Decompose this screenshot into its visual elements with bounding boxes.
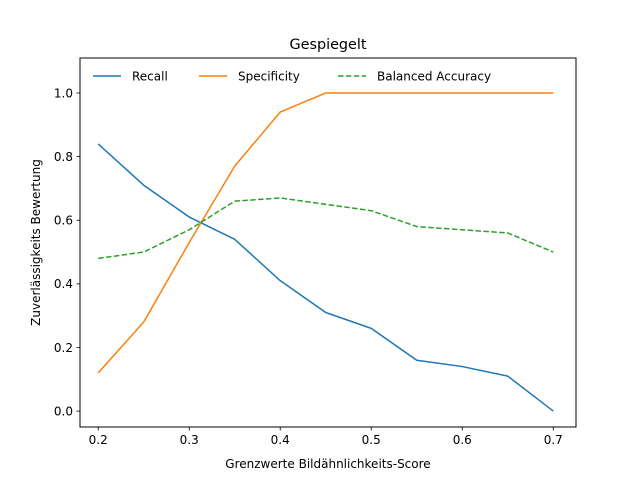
x-tick-label: 0.3 [180,433,199,447]
series-layer [97,92,554,412]
y-tick-label: 0.6 [54,214,73,228]
x-tick-label: 0.6 [453,433,472,447]
legend: Recall Specificity Balanced Accuracy [93,69,491,83]
x-tick-label: 0.5 [362,433,381,447]
x-tick-label: 0.7 [544,433,563,447]
legend-label-1: Specificity [238,69,300,83]
plot-frame [79,57,577,428]
x-tick-label: 0.4 [271,433,290,447]
y-tick-label: 0.0 [54,404,73,418]
y-axis-ticks: 0.0 0.2 0.4 0.6 0.8 1.0 [54,86,80,418]
legend-label-2: Balanced Accuracy [377,69,491,83]
y-tick-label: 0.2 [54,341,73,355]
y-tick-label: 0.8 [54,150,73,164]
x-axis-label: Grenzwerte Bildähnlichkeits-Score [225,457,430,471]
plot-area [80,58,576,427]
x-tick-label: 0.2 [89,433,108,447]
y-axis-label: Zuverlässigkeits Bewertung [29,159,43,326]
chart-title: Gespiegelt [289,37,366,53]
series-line-0 [97,143,554,412]
x-axis-ticks: 0.2 0.3 0.4 0.5 0.6 0.7 [89,427,563,447]
series-line-2 [98,197,554,260]
series-line-1 [97,92,554,374]
y-tick-label: 1.0 [54,86,73,100]
legend-label-0: Recall [132,69,168,83]
y-tick-label: 0.4 [54,277,73,291]
